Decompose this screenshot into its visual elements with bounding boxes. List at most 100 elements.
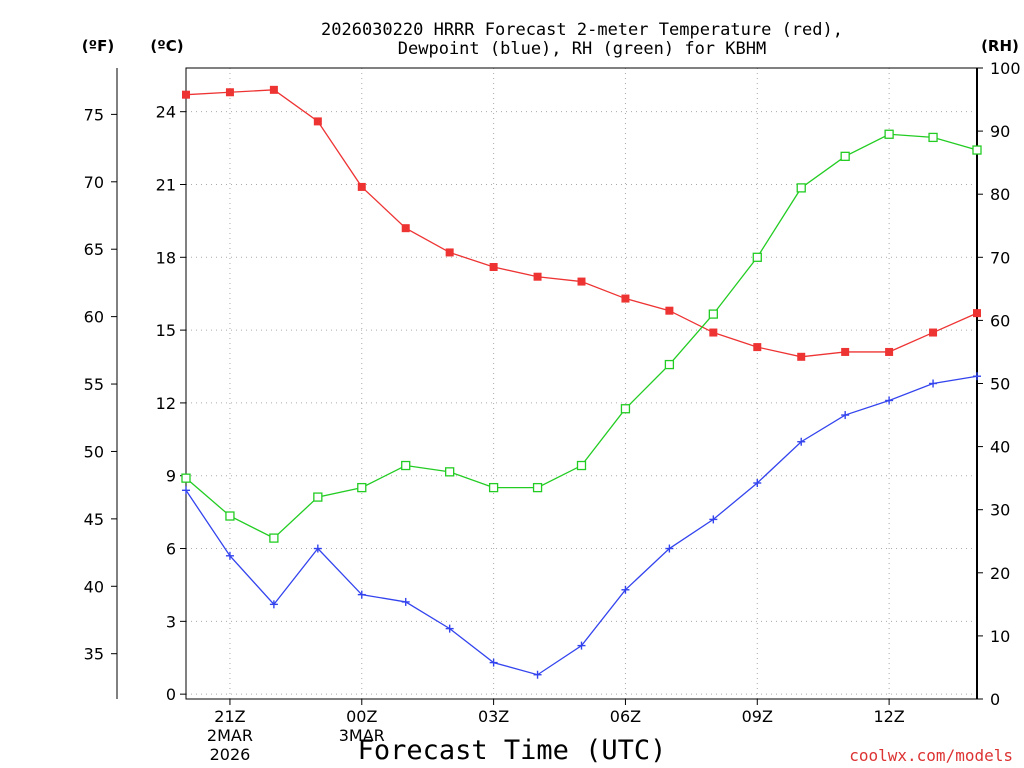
dewpoint-point xyxy=(445,624,454,633)
dewpoint-point xyxy=(973,372,981,381)
chart-title-line2: Dewpoint (blue), RH (green) for KBHM xyxy=(398,39,766,59)
fahrenheit-tick-label: 75 xyxy=(84,105,104,124)
temperature-point xyxy=(489,263,498,272)
dewpoint-point xyxy=(797,437,806,446)
rh-line xyxy=(185,133,978,539)
dewpoint-point xyxy=(885,396,894,405)
rh-tick-label: 40 xyxy=(990,438,1010,457)
x-tick-label: 06Z xyxy=(610,707,641,726)
dewpoint-point xyxy=(753,479,762,488)
temperature-point xyxy=(753,343,762,352)
rh-point xyxy=(928,132,938,143)
rh-point xyxy=(181,473,191,483)
temperature-point xyxy=(182,90,190,99)
dewpoint-point xyxy=(533,670,542,679)
rh-tick-label: 0 xyxy=(990,690,1000,709)
temperature-point xyxy=(269,85,278,94)
grid-lines xyxy=(186,68,977,699)
rh-tick-label: 100 xyxy=(990,59,1021,78)
plot-frame xyxy=(185,67,978,700)
rh-tick-label: 20 xyxy=(990,564,1010,583)
data-series xyxy=(181,85,982,679)
x-tick-label: 21Z xyxy=(214,707,245,726)
dewpoint-point xyxy=(401,597,410,606)
celsius-tick-label: 24 xyxy=(156,103,176,122)
rh-point xyxy=(401,460,411,471)
rh-point xyxy=(445,467,455,477)
celsius-tick-label: 12 xyxy=(156,394,176,413)
rh-point xyxy=(972,145,982,155)
rh-point xyxy=(752,252,762,262)
rh-point xyxy=(269,533,279,543)
x-tick-year-label: 2026 xyxy=(210,745,251,764)
temperature-point xyxy=(709,328,718,337)
rh-point xyxy=(225,511,235,521)
fahrenheit-tick-label: 35 xyxy=(84,645,104,664)
dewpoint-point xyxy=(709,515,718,524)
x-axis-label: Forecast Time (UTC) xyxy=(358,735,667,766)
rh-tick-label: 60 xyxy=(990,311,1010,330)
fahrenheit-tick-label: 50 xyxy=(84,442,104,461)
rh-tick-label: 80 xyxy=(990,185,1010,204)
temperature-point xyxy=(313,117,322,126)
temperature-point xyxy=(357,182,366,191)
celsius-tick-label: 6 xyxy=(166,540,176,559)
temperature-point xyxy=(621,294,630,303)
celsius-tick-label: 18 xyxy=(156,248,176,267)
rh-point xyxy=(532,482,543,493)
celsius-tick-label: 9 xyxy=(166,467,176,486)
dewpoint-point xyxy=(841,411,850,420)
celsius-tick-label: 21 xyxy=(156,175,176,194)
fahrenheit-tick-label: 40 xyxy=(84,577,104,596)
fahrenheit-tick-label: 45 xyxy=(84,510,104,529)
dewpoint-line xyxy=(185,375,978,676)
temperature-point xyxy=(665,306,674,315)
fahrenheit-tick-label: 65 xyxy=(84,240,104,259)
celsius-tick-label: 15 xyxy=(156,321,176,340)
temperature-point xyxy=(401,224,410,233)
temperature-point xyxy=(885,347,894,356)
x-tick-label: 00Z xyxy=(346,707,377,726)
temperature-point xyxy=(577,277,586,286)
rh-point xyxy=(313,492,323,502)
temperature-point xyxy=(797,352,806,361)
chart-title-line1: 2026030220 HRRR Forecast 2-meter Tempera… xyxy=(321,20,843,40)
rh-point xyxy=(840,151,850,161)
temperature-point xyxy=(445,248,454,257)
tick-labels: 0 3 6 9 12 15 18 21 24 35 40 45 50 55 60 65 70 75 0 10 20 30 4… xyxy=(84,59,1021,764)
dewpoint-point xyxy=(269,600,278,609)
dewpoint-point xyxy=(489,658,498,667)
temperature-point xyxy=(533,272,542,281)
x-tick-date-label: 2MAR xyxy=(207,726,253,745)
x-tick-date-label: 3MAR xyxy=(339,726,385,745)
dewpoint-point xyxy=(621,585,630,594)
temperature-point xyxy=(929,328,938,337)
rh-tick-label: 10 xyxy=(990,627,1010,646)
axes xyxy=(111,67,983,705)
fahrenheit-unit-label: (ºF) xyxy=(82,37,114,55)
fahrenheit-tick-label: 70 xyxy=(84,173,104,192)
celsius-unit-label: (ºC) xyxy=(150,37,183,55)
fahrenheit-tick-label: 60 xyxy=(84,308,104,327)
rh-point xyxy=(488,482,499,493)
celsius-tick-label: 3 xyxy=(166,612,176,631)
rh-unit-label: (RH) xyxy=(981,37,1019,55)
dewpoint-point xyxy=(225,551,234,560)
dewpoint-point xyxy=(182,486,190,495)
rh-tick-label: 90 xyxy=(990,122,1010,141)
dewpoint-point xyxy=(357,590,366,599)
fahrenheit-tick-label: 55 xyxy=(84,375,104,394)
celsius-tick-label: 0 xyxy=(166,685,176,704)
temperature-point xyxy=(225,88,234,97)
dewpoint-point xyxy=(929,379,938,388)
temperature-line xyxy=(185,89,978,358)
rh-tick-label: 70 xyxy=(990,248,1010,267)
watermark: coolwx.com/models xyxy=(849,746,1013,765)
x-tick-label: 03Z xyxy=(478,707,509,726)
temperature-point xyxy=(841,347,850,356)
rh-point xyxy=(576,460,587,471)
dewpoint-point xyxy=(313,544,322,553)
rh-point xyxy=(620,404,631,414)
rh-point xyxy=(664,359,675,370)
